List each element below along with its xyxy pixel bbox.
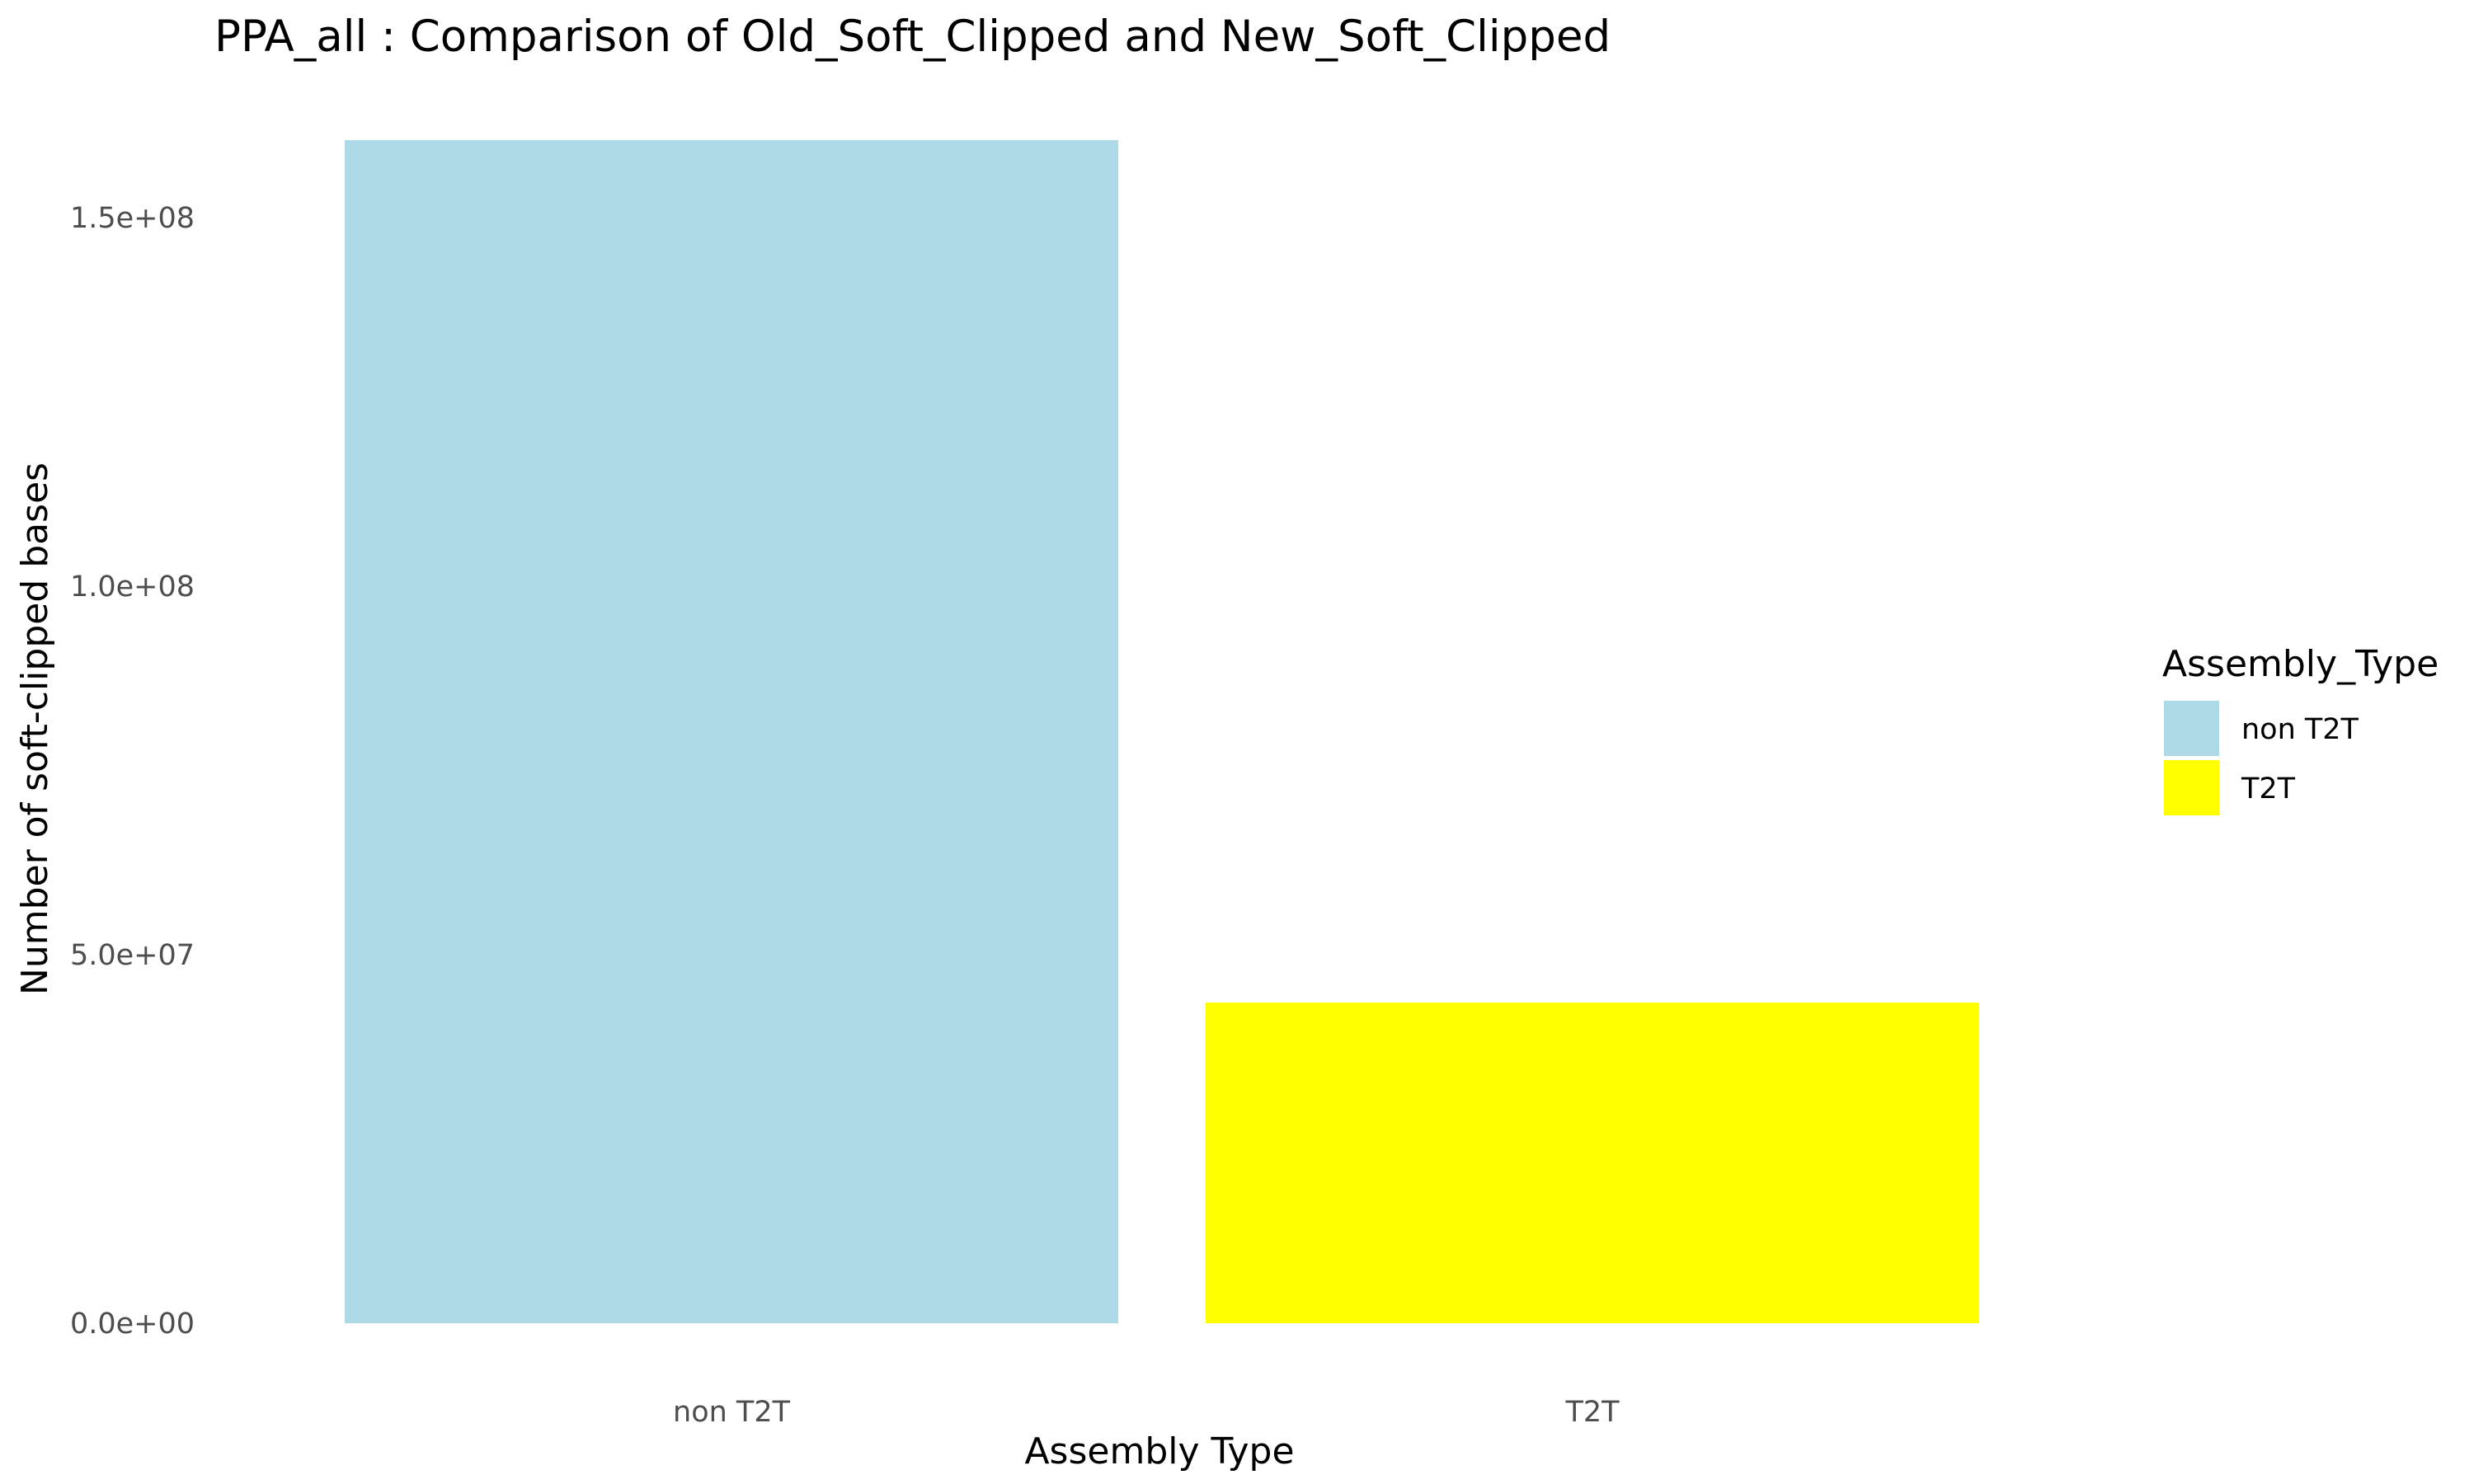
y-tick-label: 5.0e+07 <box>70 939 195 972</box>
bar <box>345 140 1118 1323</box>
legend-label: non T2T <box>2241 713 2359 746</box>
legend: Assembly_Type non T2T T2T <box>2162 643 2439 815</box>
legend-swatch <box>2164 701 2219 756</box>
bars <box>345 140 1979 1323</box>
x-tick-label: non T2T <box>673 1396 791 1429</box>
x-axis-title: Assembly Type <box>1024 1430 1294 1472</box>
chart-title: PPA_all : Comparison of Old_Soft_Clipped… <box>214 12 1611 62</box>
y-tick-label: 1.0e+08 <box>70 571 195 603</box>
legend-title: Assembly_Type <box>2162 643 2439 685</box>
y-tick-label: 1.5e+08 <box>70 202 195 235</box>
y-axis-title: Number of soft-clipped bases <box>14 463 56 995</box>
legend-swatch <box>2164 760 2219 815</box>
bar <box>1206 1003 1979 1323</box>
y-tick-label: 0.0e+00 <box>70 1308 195 1341</box>
x-axis-ticks: non T2T T2T <box>673 1396 1620 1429</box>
y-axis-ticks: 0.0e+00 5.0e+07 1.0e+08 1.5e+08 <box>70 202 195 1341</box>
legend-label: T2T <box>2241 773 2296 805</box>
x-tick-label: T2T <box>1564 1396 1620 1429</box>
legend-entries: non T2T T2T <box>2164 701 2359 815</box>
